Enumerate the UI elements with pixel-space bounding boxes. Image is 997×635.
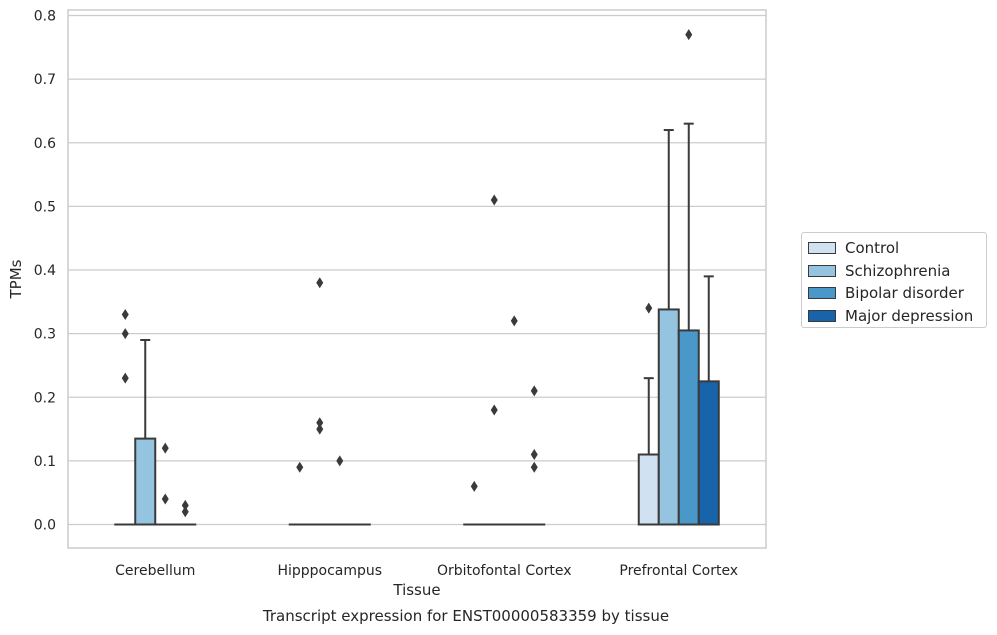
- box: [657, 308, 680, 526]
- legend-swatch-schizophrenia: [808, 264, 836, 277]
- legend: Control Schizophrenia Bipolar disorder M…: [801, 232, 987, 328]
- outlier-point: [316, 423, 324, 435]
- y-axis-label: TPMs: [7, 259, 25, 299]
- outlier-point: [490, 404, 498, 416]
- box-major-depression: [523, 385, 546, 526]
- box-schizophrenia: [483, 194, 506, 526]
- y-tick-label: 0.1: [34, 454, 56, 470]
- box-bipolar-disorder: [677, 29, 700, 526]
- legend-item-control: Control: [808, 237, 986, 260]
- outlier-point: [336, 455, 344, 467]
- box-control: [114, 309, 137, 526]
- outlier-point: [296, 461, 304, 473]
- outlier-point: [530, 449, 538, 461]
- box-bipolar-disorder: [328, 455, 351, 526]
- outlier-point: [181, 499, 189, 511]
- legend-label: Control: [845, 239, 900, 258]
- outlier-point: [121, 372, 129, 384]
- box: [637, 453, 660, 526]
- outlier-point: [316, 417, 324, 429]
- boxplot-marks: [114, 29, 720, 526]
- y-tick-label: 0.0: [34, 518, 56, 534]
- y-tick-label: 0.4: [34, 263, 56, 279]
- box-control: [463, 480, 486, 526]
- chart-caption: Transcript expression for ENST0000058335…: [262, 607, 669, 625]
- box: [677, 329, 700, 526]
- legend-item-schizophrenia: Schizophrenia: [808, 260, 986, 283]
- x-tick-label: Prefrontal Cortex: [619, 563, 738, 579]
- outlier-point: [121, 328, 129, 340]
- box-schizophrenia: [134, 338, 157, 526]
- x-axis-label: Tissue: [392, 581, 440, 599]
- y-tick-labels: 0.0 0.1 0.2 0.3 0.4 0.5 0.6 0.7 0.8: [34, 9, 56, 534]
- legend-label: Bipolar disorder: [845, 284, 964, 303]
- y-tick-label: 0.5: [34, 199, 56, 215]
- box: [134, 437, 157, 526]
- gridlines: [68, 14, 766, 526]
- outlier-point: [181, 506, 189, 518]
- box-major-depression: [697, 275, 720, 526]
- x-tick-label: Orbitofontal Cortex: [437, 563, 572, 579]
- box-major-depression: [174, 499, 197, 526]
- outlier-point: [161, 493, 169, 505]
- outlier-point: [685, 29, 693, 41]
- box-bipolar-disorder: [154, 442, 177, 526]
- outlier-point: [316, 277, 324, 289]
- outlier-point: [161, 442, 169, 454]
- box-schizophrenia: [657, 129, 680, 526]
- box-schizophrenia: [308, 277, 331, 526]
- outlier-point: [530, 461, 538, 473]
- y-tick-label: 0.6: [34, 136, 56, 152]
- x-tick-labels: Cerebellum Hipppocampus Orbitofontal Corte…: [115, 563, 738, 579]
- legend-swatch-control: [808, 242, 836, 255]
- plot-frame: [67, 9, 767, 549]
- legend-swatch-major-depression: [808, 309, 836, 322]
- legend-item-major-depression: Major depression: [808, 305, 986, 328]
- legend-swatch-bipolar-disorder: [808, 287, 836, 300]
- legend-label: Schizophrenia: [845, 261, 951, 280]
- outlier-point: [645, 302, 653, 314]
- outlier-point: [490, 194, 498, 206]
- outlier-point: [510, 315, 518, 327]
- y-tick-label: 0.7: [34, 72, 56, 88]
- legend-item-bipolar-disorder: Bipolar disorder: [808, 282, 986, 305]
- outlier-point: [530, 385, 538, 397]
- box-control: [637, 302, 660, 526]
- x-tick-label: Cerebellum: [115, 563, 195, 579]
- x-tick-label: Hipppocampus: [277, 563, 382, 579]
- outlier-point: [470, 480, 478, 492]
- y-tick-label: 0.2: [34, 390, 56, 406]
- box-bipolar-disorder: [503, 315, 526, 526]
- box-control: [288, 461, 311, 526]
- outlier-point: [121, 309, 129, 321]
- y-tick-label: 0.3: [34, 327, 56, 343]
- box: [697, 380, 720, 526]
- y-tick-label: 0.8: [34, 9, 56, 25]
- legend-label: Major depression: [845, 306, 974, 325]
